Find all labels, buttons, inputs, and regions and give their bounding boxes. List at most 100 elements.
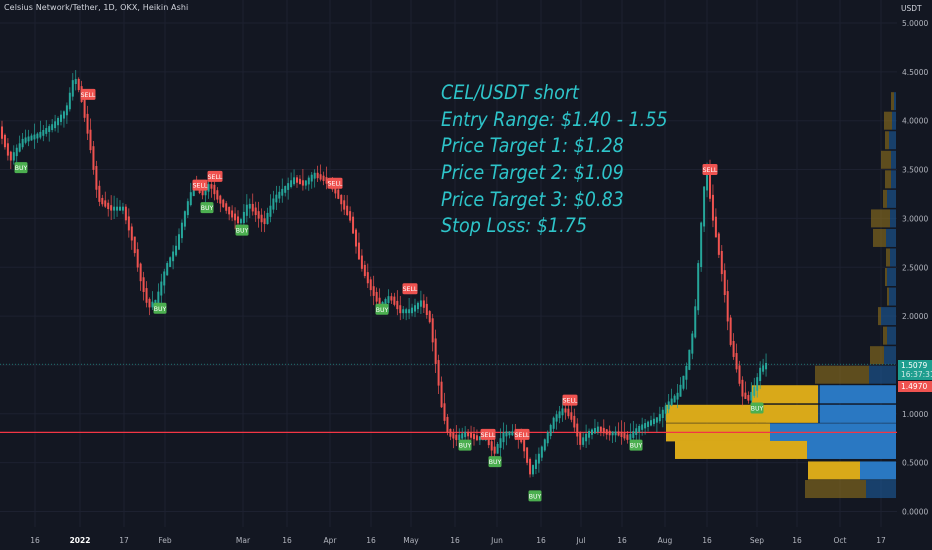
- volume-profile-up-bar: [881, 307, 896, 326]
- current-price-value: 1.5079: [901, 361, 928, 370]
- volume-profile-down-bar: [878, 307, 881, 326]
- candle-body: [248, 203, 251, 209]
- candle-body: [552, 417, 555, 429]
- candle-body: [169, 257, 172, 267]
- candle-body: [322, 175, 325, 182]
- bar-countdown: 16:37:31: [901, 370, 932, 379]
- candle-body: [691, 333, 694, 354]
- candle-body: [222, 199, 225, 208]
- volume-profile-down-bar: [815, 365, 869, 384]
- candle-body: [478, 436, 481, 441]
- candle-body: [257, 211, 260, 219]
- candle-body: [27, 136, 30, 142]
- volume-profile-up-bar: [887, 268, 896, 287]
- candle-body: [263, 218, 266, 225]
- price-axis-label: 0.5000: [902, 459, 928, 468]
- candle-body: [729, 317, 732, 345]
- candle-body: [414, 305, 416, 312]
- candle-body: [744, 392, 747, 399]
- signal-text: SELL: [481, 432, 496, 439]
- time-axis-label: 16: [536, 536, 546, 545]
- candle-body: [408, 309, 411, 314]
- candle-body: [425, 303, 428, 316]
- candle-body: [101, 197, 104, 205]
- candle-body: [21, 138, 24, 148]
- symbol-title[interactable]: Celsius Network/Tether, 1D, OKX, Heikin …: [4, 3, 189, 12]
- price-axis-label: 3.0000: [902, 214, 928, 223]
- sell-signal-label: SELL: [514, 428, 530, 440]
- candle-body: [593, 428, 596, 434]
- candle-body: [617, 431, 620, 436]
- buy-signal-label: BUY: [629, 439, 643, 451]
- candle-body: [74, 78, 77, 85]
- candle-body: [260, 214, 263, 223]
- candle-body: [298, 178, 301, 185]
- volume-profile-value-area-up: [807, 440, 896, 459]
- candle-body: [502, 432, 505, 443]
- candle-body: [77, 78, 80, 91]
- candle-body: [357, 242, 360, 260]
- volume-profile-up-bar: [891, 150, 896, 169]
- candle-body: [366, 272, 369, 284]
- candle-body: [24, 137, 27, 143]
- candle-body: [399, 305, 402, 314]
- candle-body: [700, 222, 703, 268]
- candle-body: [157, 291, 160, 304]
- volume-profile-value-area-up: [820, 404, 896, 423]
- annotation-line: Entry Range: $1.40 - 1.55: [441, 107, 668, 131]
- candle-body: [237, 216, 239, 224]
- chart-grid: [0, 0, 897, 527]
- candle-body: [9, 151, 12, 161]
- volume-profile-value-area-up: [820, 385, 896, 404]
- signal-text: SELL: [703, 167, 718, 174]
- signal-text: SELL: [81, 92, 96, 99]
- candle-body: [343, 200, 346, 210]
- candle-body: [51, 124, 54, 131]
- candle-body: [142, 277, 145, 292]
- candle-body: [741, 379, 744, 397]
- candle-body: [505, 431, 508, 437]
- candle-body: [685, 365, 688, 380]
- volume-profile-value-area-down: [675, 440, 807, 459]
- volume-profile-down-bar: [871, 209, 890, 228]
- candle-body: [629, 434, 632, 440]
- candle-body: [558, 411, 561, 419]
- price-axis-label: 1.0000: [902, 410, 928, 419]
- candle-body: [623, 433, 626, 439]
- time-axis-background: [0, 528, 932, 550]
- signal-text: BUY: [376, 307, 389, 314]
- candle-body: [369, 279, 372, 291]
- candle-body: [688, 349, 691, 370]
- candle-body: [455, 434, 458, 441]
- volume-profile-up-bar: [886, 228, 896, 247]
- sell-signal-label: SELL: [402, 283, 418, 295]
- buy-signal-label: BUY: [14, 162, 28, 174]
- time-axis-label: 16: [30, 536, 40, 545]
- volume-profile-up-bar: [887, 326, 896, 345]
- volume-profile-down-bar: [805, 480, 866, 499]
- candle-body: [45, 128, 48, 134]
- candle-body: [310, 174, 313, 182]
- candle-body: [33, 134, 36, 140]
- buy-signal-label: BUY: [235, 224, 249, 236]
- candle-body: [449, 428, 452, 437]
- signal-text: SELL: [193, 183, 208, 190]
- candle-body: [95, 166, 98, 190]
- signal-text: BUY: [630, 443, 643, 450]
- time-axis-label: 16: [366, 536, 376, 545]
- buy-signal-box: [458, 439, 472, 451]
- price-axis-label: 4.5000: [902, 68, 928, 77]
- candle-body: [337, 189, 340, 199]
- candle-body: [89, 129, 92, 151]
- candle-body: [673, 395, 676, 403]
- candle-body: [738, 365, 741, 384]
- sell-signal-box: [702, 164, 718, 176]
- time-axis-label: May: [403, 536, 419, 545]
- candle-body: [434, 338, 437, 364]
- candle-body: [272, 198, 275, 210]
- volume-profile-up-bar: [891, 170, 896, 189]
- candle-body: [121, 206, 124, 211]
- candle-body: [461, 433, 464, 439]
- candle-body: [585, 433, 588, 442]
